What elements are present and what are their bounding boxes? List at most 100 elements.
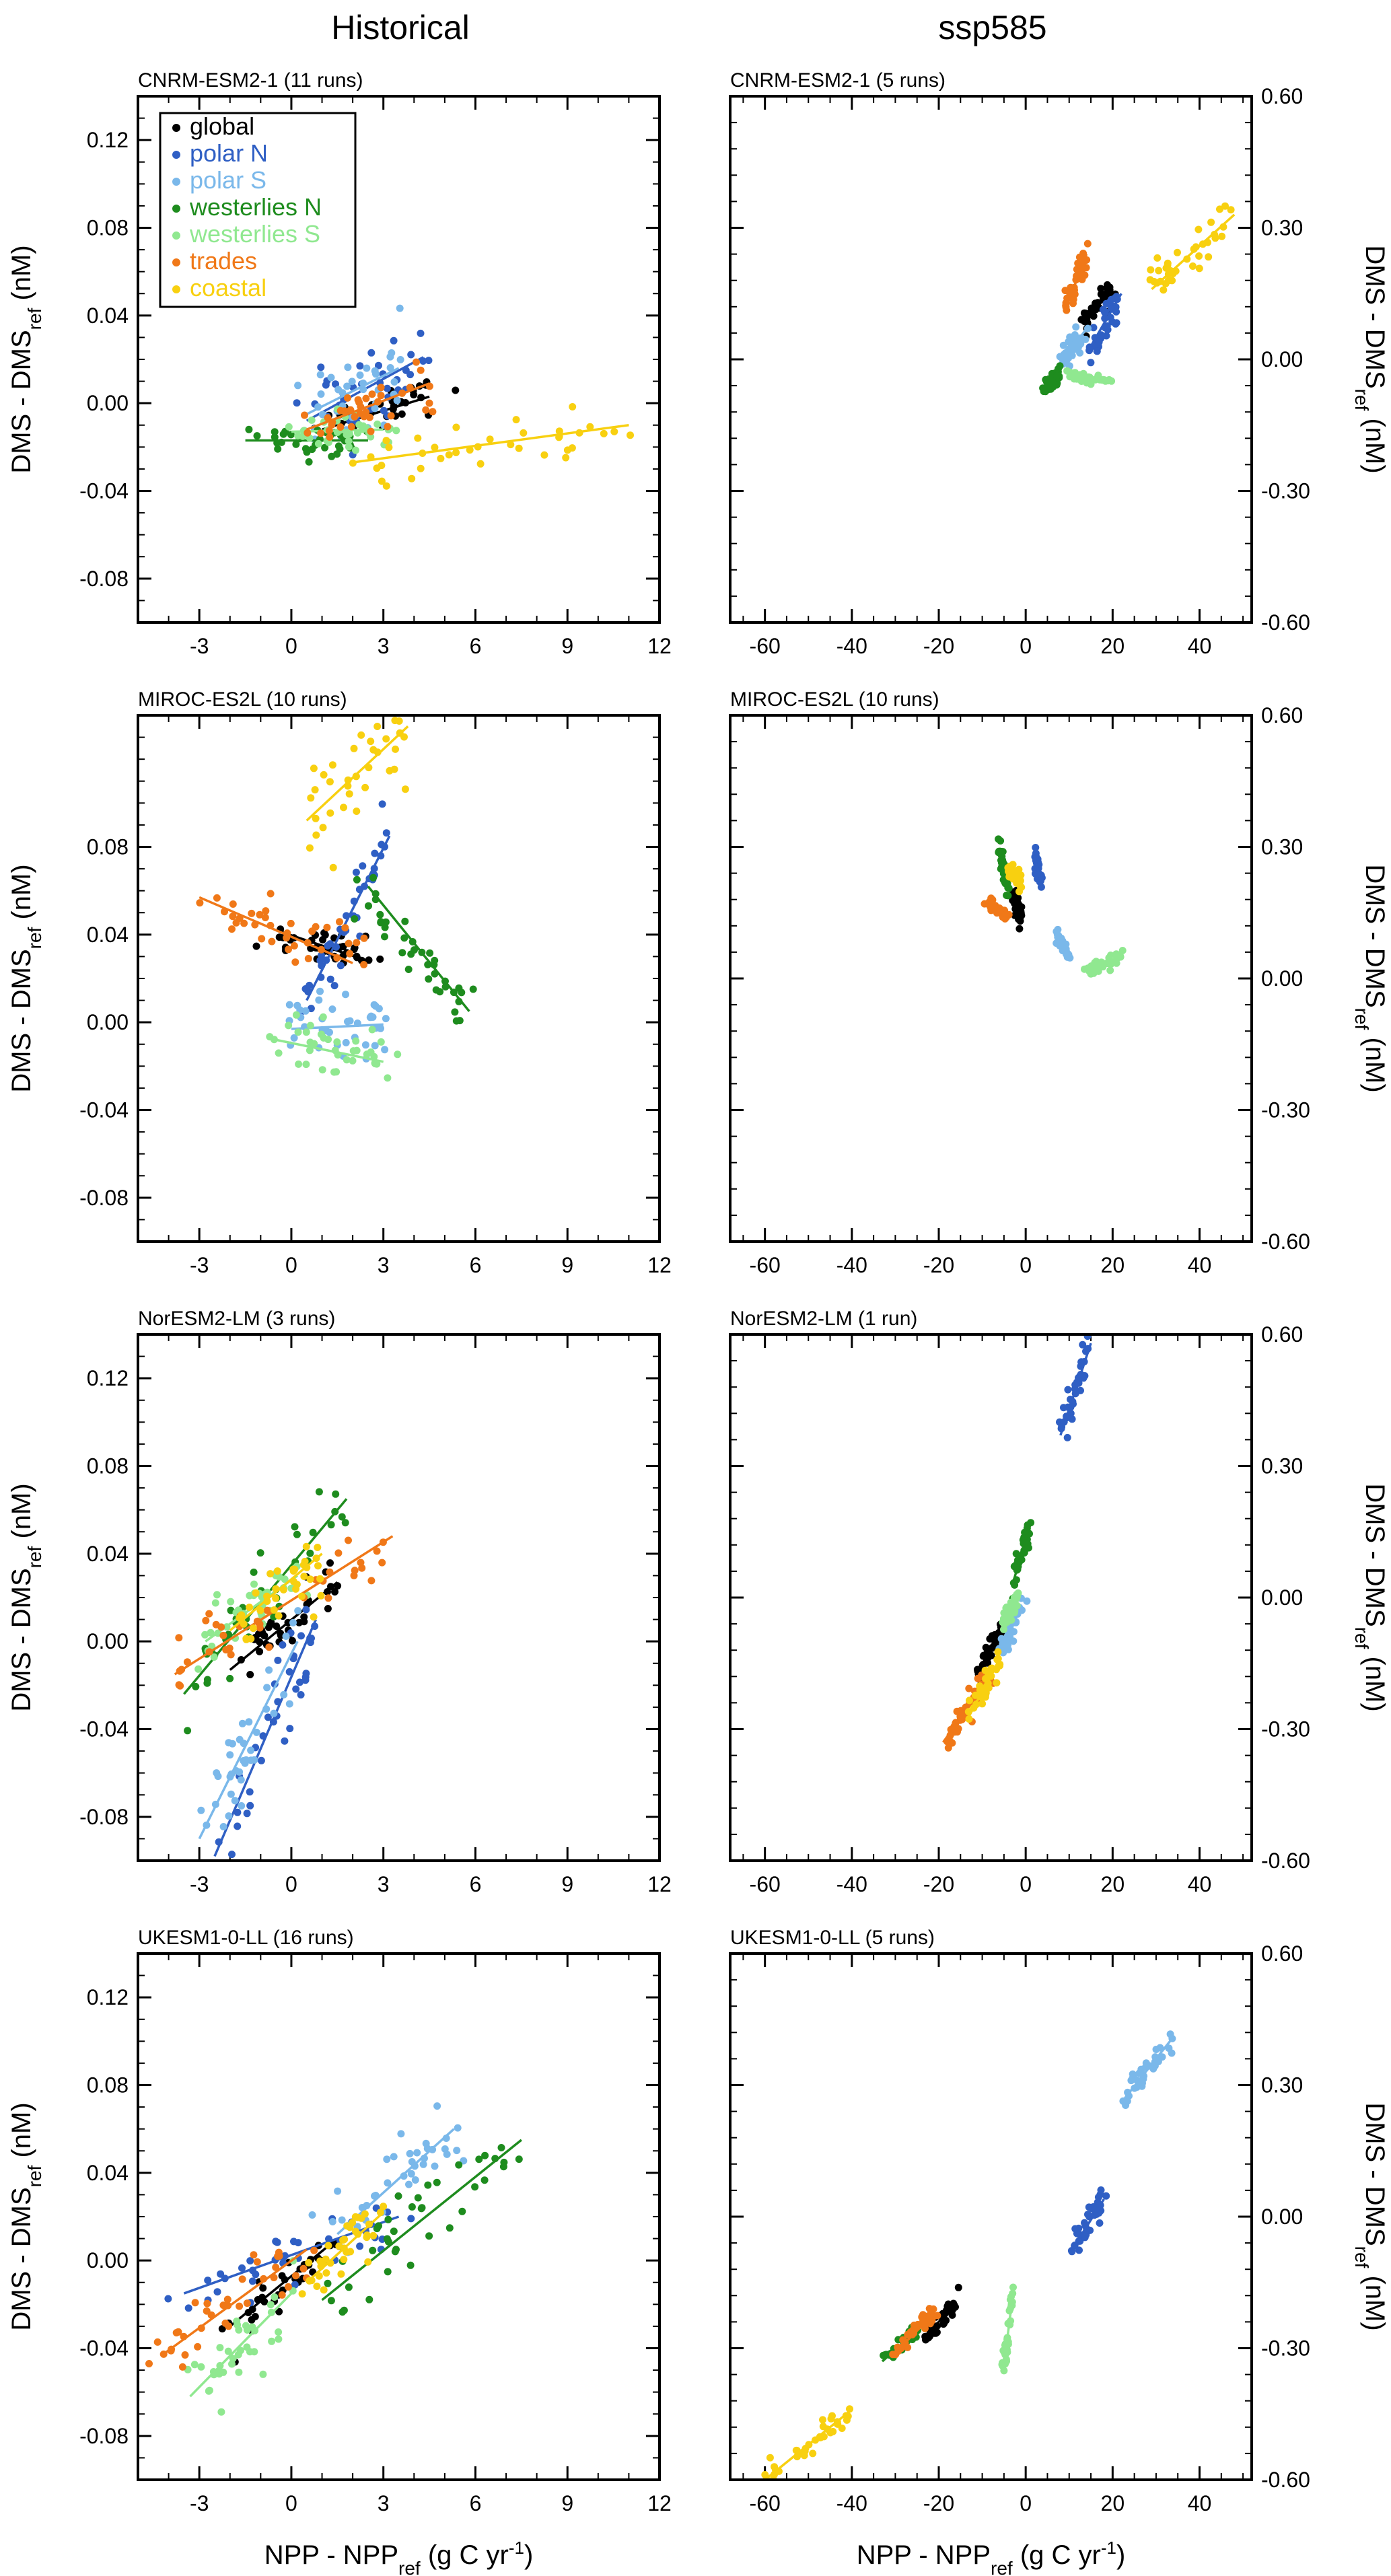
data-point-westS (259, 2370, 267, 2378)
x-tick-label: 12 (647, 1253, 672, 1277)
data-point-polarN (1103, 322, 1111, 330)
data-point-trades (225, 1644, 234, 1652)
regression-line-polarS (198, 1641, 299, 1840)
y-tick-label: 0.60 (1261, 1322, 1303, 1347)
regression-line-coastal (1151, 213, 1236, 291)
panel-title: NorESM2-LM (1 run) (730, 1308, 917, 1330)
y-tick-label: -0.08 (79, 567, 129, 591)
data-point-westS (319, 1013, 327, 1021)
y-tick-label: 0.04 (87, 923, 129, 947)
data-point-westN (279, 430, 287, 438)
regression-line-polarN (1033, 855, 1042, 883)
data-point-coastal (320, 771, 328, 779)
data-point-polarN (248, 2277, 256, 2285)
y-axis-label-unit: (nM) (1360, 2268, 1390, 2330)
data-point-westS (349, 1057, 357, 1065)
data-point-westN (384, 2215, 392, 2223)
data-point-global (376, 955, 384, 963)
x-tick-label: -20 (923, 634, 954, 658)
data-point-trades (345, 1536, 352, 1544)
data-point-westS (306, 1022, 314, 1030)
plot-frame (137, 714, 661, 1243)
x-tick-label: -20 (923, 2491, 954, 2515)
data-point-trades (191, 2299, 199, 2307)
x-tick-label: -60 (750, 634, 781, 658)
data-point-polarN (257, 1756, 265, 1764)
plot-frame (729, 714, 1253, 1243)
data-point-trades (377, 384, 385, 392)
data-point-polarS (282, 1633, 290, 1640)
data-point-polarS (328, 1005, 336, 1013)
data-point-trades (347, 423, 355, 431)
data-point-polarN (356, 362, 364, 370)
y-tick-label: -0.60 (1261, 610, 1310, 635)
data-point-coastal (380, 2203, 388, 2211)
data-point-westS (275, 2328, 283, 2336)
y-axis-label-main: DMS - DMS (1360, 864, 1390, 1007)
data-point-polarS (285, 1001, 293, 1009)
regression-line-coastal (968, 1658, 1001, 1717)
data-point-trades (344, 394, 351, 402)
data-point-coastal (341, 2235, 349, 2244)
data-point-westS (1107, 952, 1114, 959)
data-point-trades (275, 2248, 283, 2256)
data-point-westS (368, 1026, 376, 1034)
data-point-polarN (291, 2281, 299, 2289)
data-point-coastal (520, 429, 528, 437)
data-point-polarN (1079, 1340, 1087, 1349)
data-point-polarS (334, 2187, 342, 2195)
data-point-coastal (329, 863, 337, 871)
data-point-polarS (406, 2149, 414, 2157)
data-point-trades (213, 894, 221, 902)
data-point-coastal (1168, 277, 1176, 285)
data-point-global (339, 943, 347, 950)
data-point-coastal (313, 2283, 321, 2290)
data-point-polarN (326, 975, 334, 983)
data-point-polarS (400, 2172, 408, 2180)
data-point-westN (377, 918, 385, 926)
data-point-coastal (600, 429, 608, 437)
data-point-coastal (369, 2231, 378, 2240)
data-point-coastal (1013, 879, 1021, 887)
data-point-trades (987, 906, 995, 915)
data-point-westS (227, 1598, 235, 1606)
data-point-polarN (371, 849, 379, 857)
regression-line-polarS (306, 367, 400, 416)
x-axis-label-unit: (g C yr (1013, 2540, 1101, 2570)
data-point-westS (211, 1599, 219, 1607)
data-point-trades (194, 2342, 202, 2351)
regression-line-polarN (306, 835, 391, 1001)
data-point-coastal (340, 803, 347, 812)
data-point-trades (324, 1594, 332, 1602)
data-point-trades (253, 2258, 261, 2266)
data-point-westN (400, 934, 408, 942)
x-axis-label-superscript: -1 (1101, 2538, 1116, 2558)
data-point-westS (268, 2337, 276, 2345)
data-point-coastal (306, 1575, 314, 1583)
data-point-westN (406, 2261, 415, 2269)
data-point-westN (328, 452, 336, 460)
data-point-polarN (292, 1685, 300, 1693)
data-point-global (246, 1671, 254, 1678)
data-point-global (1015, 925, 1024, 933)
data-point-polarS (453, 2147, 461, 2155)
data-point-westN (226, 1674, 234, 1682)
data-point-westN (390, 2227, 398, 2235)
data-point-polarN (307, 1005, 315, 1013)
series-coastal (761, 2405, 853, 2480)
data-point-trades (336, 918, 343, 926)
data-point-trades (326, 433, 334, 441)
data-point-polarS (290, 1034, 298, 1042)
data-point-westN (338, 1513, 346, 1521)
data-point-coastal (270, 1606, 278, 1614)
data-point-westN (383, 2235, 391, 2243)
data-point-polarS (1023, 1597, 1031, 1605)
data-point-coastal (965, 1715, 973, 1723)
data-point-westN (404, 966, 413, 973)
data-point-polarS (252, 1728, 260, 1736)
data-point-coastal (610, 427, 618, 435)
data-point-coastal (445, 451, 453, 459)
data-point-trades (248, 909, 256, 917)
data-point-polarS (441, 2145, 449, 2153)
data-point-westN (250, 1568, 258, 1576)
